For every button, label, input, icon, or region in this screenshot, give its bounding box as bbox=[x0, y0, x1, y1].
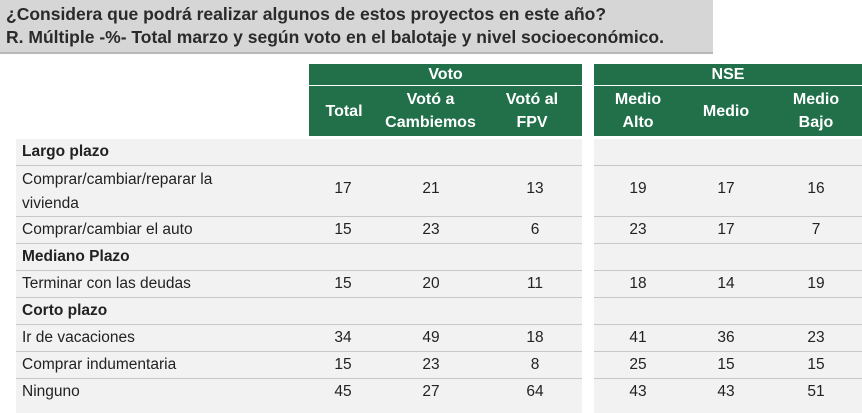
cell-fpv: 13 bbox=[526, 180, 544, 197]
cell-total: 15 bbox=[334, 221, 352, 238]
section-row: Corto plazo bbox=[16, 298, 582, 325]
row-label: Comprar indumentaria bbox=[22, 356, 177, 373]
cell-total: 15 bbox=[334, 356, 352, 373]
table-row: Ir de vacaciones 34 49 18 bbox=[16, 325, 582, 352]
col-header-total: Total bbox=[309, 86, 379, 136]
row-label: Terminar con las deudas bbox=[22, 275, 191, 292]
cell-medio-bajo: 16 bbox=[807, 180, 825, 197]
group-header-voto: Voto bbox=[309, 64, 582, 85]
cell-medio-alto: 41 bbox=[629, 329, 647, 346]
cell-cambiemos: 27 bbox=[422, 383, 440, 400]
cell-medio: 14 bbox=[717, 275, 735, 292]
section-row: Largo plazo bbox=[16, 139, 582, 166]
section-label: Corto plazo bbox=[22, 302, 108, 319]
cell-medio-bajo: 51 bbox=[807, 383, 825, 400]
table-row: 19 17 16 bbox=[594, 166, 862, 217]
cell-medio-bajo: 23 bbox=[807, 329, 825, 346]
table-row: 43 43 51 bbox=[594, 379, 862, 405]
section-label: Largo plazo bbox=[22, 143, 109, 160]
col-header-medio-bajo: Medio Bajo bbox=[770, 86, 862, 136]
cell-medio: 36 bbox=[717, 329, 735, 346]
group-header-nse: NSE bbox=[594, 64, 862, 85]
cell-medio-bajo: 7 bbox=[811, 221, 821, 238]
question-subtitle: R. Múltiple -%- Total marzo y según voto… bbox=[6, 27, 664, 47]
cell-medio-alto: 19 bbox=[629, 180, 647, 197]
section-row: Mediano Plazo bbox=[16, 244, 582, 271]
cell-fpv: 18 bbox=[526, 329, 544, 346]
cell-total: 17 bbox=[334, 180, 352, 197]
cell-medio: 17 bbox=[717, 180, 735, 197]
row-label: Ir de vacaciones bbox=[22, 329, 135, 346]
question-title: ¿Considera que podrá realizar algunos de… bbox=[6, 4, 607, 24]
row-label: Comprar/cambiar el auto bbox=[22, 221, 193, 238]
cell-cambiemos: 49 bbox=[422, 329, 440, 346]
col-header-medio-alto: Medio Alto bbox=[594, 86, 682, 136]
cell-medio-alto: 23 bbox=[629, 221, 647, 238]
col-header-medio: Medio bbox=[682, 86, 770, 136]
cell-medio-alto: 18 bbox=[629, 275, 647, 292]
cell-medio-alto: 43 bbox=[629, 383, 647, 400]
table-row: Comprar/cambiar/reparar la vivienda 17 2… bbox=[16, 166, 582, 217]
section-label: Mediano Plazo bbox=[22, 248, 130, 265]
title-band: ¿Considera que podrá realizar algunos de… bbox=[0, 0, 713, 54]
table-row: Comprar/cambiar el auto 15 23 6 bbox=[16, 217, 582, 244]
cell-medio-bajo: 15 bbox=[807, 356, 825, 373]
cell-fpv: 8 bbox=[530, 356, 540, 373]
row-label: Comprar/cambiar/reparar la vivienda bbox=[22, 171, 213, 212]
cell-cambiemos: 23 bbox=[422, 356, 440, 373]
table-row: 41 36 23 bbox=[594, 325, 862, 352]
cell-fpv: 64 bbox=[526, 383, 544, 400]
cell-medio: 15 bbox=[717, 356, 735, 373]
table-row: Comprar indumentaria 15 23 8 bbox=[16, 352, 582, 379]
cell-total: 45 bbox=[334, 383, 352, 400]
cell-fpv: 11 bbox=[526, 275, 544, 292]
table-row: 18 14 19 bbox=[594, 271, 862, 298]
cell-medio-alto: 25 bbox=[629, 356, 647, 373]
cell-medio: 43 bbox=[717, 383, 735, 400]
table-row: 25 15 15 bbox=[594, 352, 862, 379]
cell-medio: 17 bbox=[717, 221, 735, 238]
cell-total: 34 bbox=[334, 329, 352, 346]
table-row: 23 17 7 bbox=[594, 217, 862, 244]
col-header-cambiemos: Votó a Cambiemos bbox=[379, 86, 482, 136]
col-header-fpv: Votó al FPV bbox=[482, 86, 582, 136]
cell-cambiemos: 23 bbox=[422, 221, 440, 238]
cell-fpv: 6 bbox=[530, 221, 540, 238]
table-body-left: Largo plazo Comprar/cambiar/reparar la v… bbox=[16, 139, 582, 413]
table-body-right: 19 17 16 23 17 7 18 14 19 41 36 23 25 15… bbox=[594, 139, 862, 413]
table-row: Ninguno 45 27 64 bbox=[16, 379, 582, 405]
table-row: Terminar con las deudas 15 20 11 bbox=[16, 271, 582, 298]
cell-cambiemos: 21 bbox=[422, 180, 440, 197]
cell-cambiemos: 20 bbox=[422, 275, 440, 292]
row-label: Ninguno bbox=[22, 383, 80, 400]
cell-total: 15 bbox=[334, 275, 352, 292]
cell-medio-bajo: 19 bbox=[807, 275, 825, 292]
